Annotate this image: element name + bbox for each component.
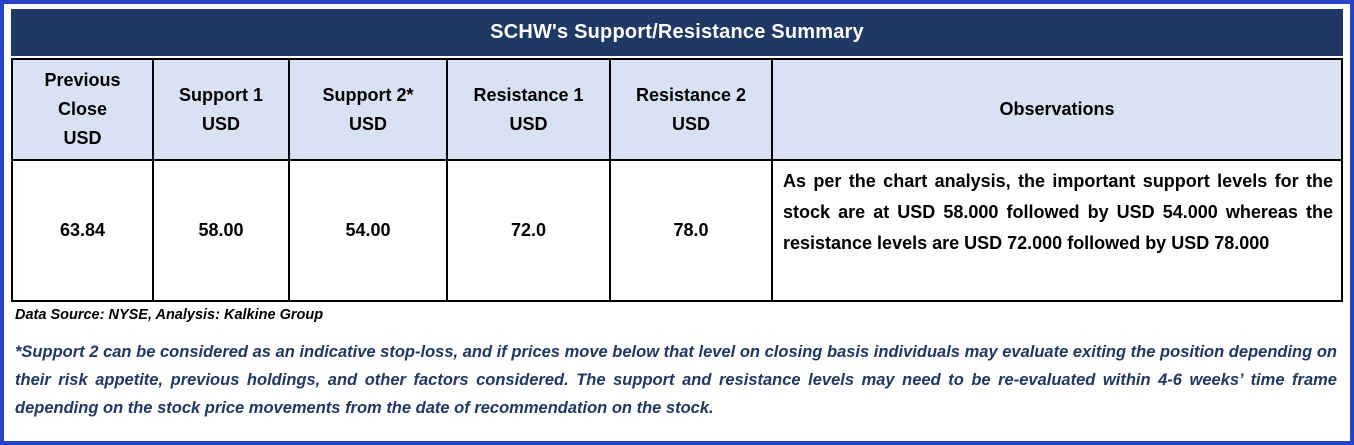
data-row: 63.84 58.00 54.00 72.0 78.0 As per the c… bbox=[11, 159, 1343, 302]
col-header-previous-close: Previous Close USD bbox=[11, 58, 154, 161]
cell-support-1: 58.00 bbox=[152, 159, 290, 302]
cell-previous-close: 63.84 bbox=[11, 159, 154, 302]
header-row: Previous Close USD Support 1 USD Support… bbox=[11, 58, 1343, 161]
cell-support-2: 54.00 bbox=[288, 159, 448, 302]
col-header-resistance-1: Resistance 1 USD bbox=[446, 58, 611, 161]
cell-resistance-1: 72.0 bbox=[446, 159, 611, 302]
col-header-support-1: Support 1 USD bbox=[152, 58, 290, 161]
col-header-resistance-2: Resistance 2 USD bbox=[609, 58, 773, 161]
cell-observations: As per the chart analysis, the important… bbox=[771, 159, 1343, 302]
data-source-note: Data Source: NYSE, Analysis: Kalkine Gro… bbox=[15, 307, 324, 323]
table-title: SCHW's Support/Resistance Summary bbox=[11, 9, 1343, 56]
support-resistance-table: Previous Close USD Support 1 USD Support… bbox=[11, 58, 1343, 302]
col-header-observations: Observations bbox=[771, 58, 1343, 161]
col-header-support-2: Support 2* USD bbox=[288, 58, 448, 161]
cell-resistance-2: 78.0 bbox=[609, 159, 773, 302]
stop-loss-footnote: *Support 2 can be considered as an indic… bbox=[15, 343, 1337, 417]
